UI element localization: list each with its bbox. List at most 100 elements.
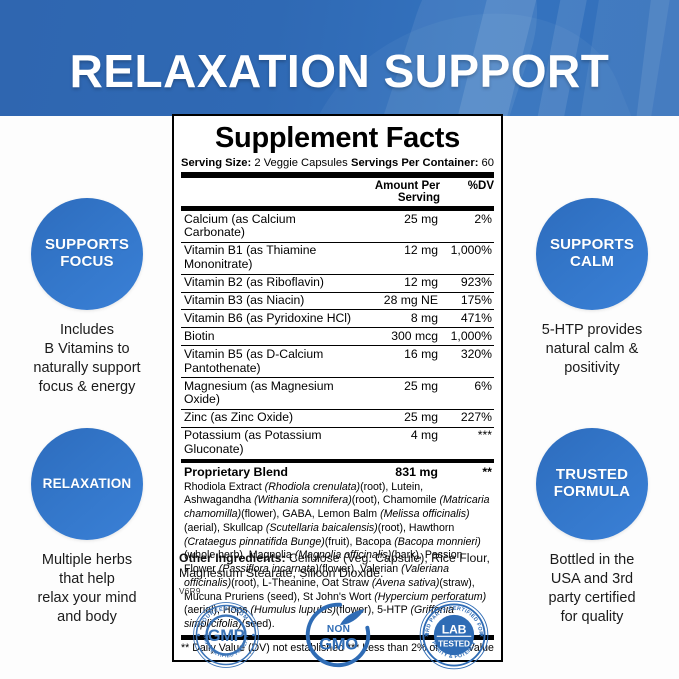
nutrient-row: Vitamin B1 (as Thiamine Mononitrate) 12 m… xyxy=(181,241,494,274)
nutrient-row: Vitamin B6 (as Pyridoxine HCl) 8 mg 471% xyxy=(181,309,494,327)
nutrient-amount: 300 mcg xyxy=(391,328,438,343)
column-header-dv: %DV xyxy=(467,180,494,192)
nutrient-name: Magnesium (as Magnesium Oxide) xyxy=(184,378,334,407)
divider-medium xyxy=(181,206,494,210)
serving-info-row: Serving Size: 2 Veggie Capsules Servings… xyxy=(181,157,494,171)
blend-amount: 831 mg xyxy=(395,464,438,479)
svg-text:GMO: GMO xyxy=(319,634,358,653)
nutrient-amount: 16 mg xyxy=(404,346,438,361)
non-gmo-icon: NON GMO xyxy=(304,599,376,671)
feature-circle-label: RELAXATION xyxy=(38,476,137,491)
nutrient-rows-container: Calcium (as Calcium Carbonate) 25 mg 2% Vit… xyxy=(181,210,494,459)
nutrient-amount: 8 mg xyxy=(410,310,438,325)
nutrient-name: Vitamin B3 (as Niacin) xyxy=(184,293,305,308)
serving-size-value: 2 Veggie Capsules xyxy=(254,157,348,169)
nutrient-name: Vitamin B6 (as Pyridoxine HCl) xyxy=(184,310,352,325)
page-title: RELAXATION SUPPORT xyxy=(69,45,610,97)
batch-code: V6R9 xyxy=(179,587,201,596)
column-header-name xyxy=(181,180,354,204)
nutrient-dv: 6% xyxy=(474,378,492,393)
feature-circle-label: SUPPORTS FOCUS xyxy=(40,236,134,271)
feature-description: Multiple herbs that help relax your mind… xyxy=(37,552,137,625)
nutrient-amount: 28 mg NE xyxy=(383,293,438,308)
lab-tested-icon: 3RD PARTY CERTIFIED FOR PURITY & POTENCY… xyxy=(418,599,490,671)
other-ingredients: Other Ingredients: Cellulose (Veg. Capsu… xyxy=(179,551,509,582)
nutrient-row: Potassium (as Potassium Gluconate) 4 mg **… xyxy=(181,426,494,459)
nutrient-name: Potassium (as Potassium Gluconate) xyxy=(184,428,322,457)
nutrient-dv: 227% xyxy=(460,410,492,425)
servings-per-container-label: Servings Per Container: xyxy=(350,157,479,169)
servings-per-container: Servings Per Container: 60 xyxy=(351,157,494,169)
feature-circle-line1: SUPPORTS xyxy=(44,236,130,254)
serving-size: Serving Size: 2 Veggie Capsules xyxy=(181,157,348,169)
feature-circle-badge: SUPPORTS CALM xyxy=(536,198,648,310)
nutrient-row: Calcium (as Calcium Carbonate) 25 mg 2% xyxy=(181,210,494,242)
feature-trusted-formula: TRUSTED FORMULA Bottled in the USA and 3… xyxy=(508,428,676,626)
feature-description: 5-HTP provides natural calm & positivity xyxy=(541,322,643,376)
nutrient-name: Calcium (as Calcium Carbonate) xyxy=(184,211,296,240)
nutrient-dv: 320% xyxy=(460,346,492,361)
nutrient-name: Vitamin B5 (as D-Calcium Pantothenate) xyxy=(184,346,324,375)
feature-circle-line2: FORMULA xyxy=(553,483,631,500)
svg-text:NON: NON xyxy=(327,624,350,635)
feature-circle-label: TRUSTED FORMULA xyxy=(549,466,635,501)
feature-circle-line2: FOCUS xyxy=(60,253,114,270)
feature-circle-badge: RELAXATION xyxy=(31,428,143,540)
nutrient-amount: 25 mg xyxy=(404,378,438,393)
nutrient-row: Magnesium (as Magnesium Oxide) 25 mg 6% xyxy=(181,377,494,409)
other-ingredients-value: Cellulose (Veg. Capsule), Rice Flour, Ma… xyxy=(179,551,490,581)
nutrient-name: Vitamin B2 (as Riboflavin) xyxy=(184,275,324,290)
feature-relaxation: RELAXATION Multiple herbs that help rela… xyxy=(3,428,171,626)
nutrient-dv: 1,000% xyxy=(450,243,492,258)
serving-size-label: Serving Size: xyxy=(181,157,252,169)
feature-supports-calm: SUPPORTS CALM 5-HTP provides natural cal… xyxy=(508,198,676,378)
blend-dv: ** xyxy=(482,464,492,479)
nutrient-amount: 25 mg xyxy=(404,410,438,425)
nutrient-name: Vitamin B1 (as Thiamine Mononitrate) xyxy=(184,243,317,272)
nutrient-dv: 923% xyxy=(460,275,492,290)
divider-thick xyxy=(181,172,494,178)
feature-circle-line1: SUPPORTS xyxy=(549,236,635,254)
blend-name: Proprietary Blend xyxy=(184,464,288,479)
svg-text:LAB: LAB xyxy=(442,623,467,637)
feature-circle-line1: RELAXATION xyxy=(42,476,132,492)
nutrient-dv: 1,000% xyxy=(450,328,492,343)
nutrient-amount: 4 mg xyxy=(410,428,438,443)
feature-circle-badge: SUPPORTS FOCUS xyxy=(31,198,143,310)
nutrient-dv: 175% xyxy=(460,293,492,308)
svg-text:★: ★ xyxy=(423,632,429,639)
header-banner: RELAXATION SUPPORT xyxy=(0,0,679,116)
certification-badges: SOURCED FROM A GMP CERTIFIED FACILITY GM… xyxy=(190,598,490,672)
feature-circle-label: SUPPORTS CALM xyxy=(545,236,639,271)
supplement-facts-title: Supplement Facts xyxy=(215,122,460,154)
nutrient-name: Biotin xyxy=(184,328,215,343)
nutrient-row: Vitamin B2 (as Riboflavin) 12 mg 923% xyxy=(181,273,494,292)
proprietary-blend-row: Proprietary Blend 831 mg ** xyxy=(181,458,494,480)
nutrient-amount: 12 mg xyxy=(404,243,438,258)
nutrient-row: Zinc (as Zinc Oxide) 25 mg 227% xyxy=(181,408,494,427)
nutrient-row: Vitamin B5 (as D-Calcium Pantothenate) 16… xyxy=(181,345,494,377)
supplement-facts-panel: Supplement Facts Serving Size: 2 Veggie … xyxy=(172,114,503,663)
svg-text:★: ★ xyxy=(479,632,485,639)
nutrient-row: Vitamin B3 (as Niacin) 28 mg NE 175% xyxy=(181,291,494,310)
daily-value-footnote: ** Daily Value (DV) not established *** … xyxy=(181,635,494,655)
nutrient-amount: 25 mg xyxy=(404,211,438,226)
other-ingredients-label: Other Ingredients: xyxy=(179,551,286,565)
servings-per-container-value: 60 xyxy=(481,157,494,169)
nutrient-dv: 471% xyxy=(460,310,492,325)
blend-ingredients-list: Rhodiola Extract (Rhodiola crenulata)(ro… xyxy=(184,480,490,631)
feature-supports-focus: SUPPORTS FOCUS Includes B Vitamins to na… xyxy=(3,198,171,396)
nutrient-row: Biotin 300 mcg 1,000% xyxy=(181,327,494,345)
feature-circle-badge: TRUSTED FORMULA xyxy=(536,428,648,540)
svg-text:SOURCED FROM A: SOURCED FROM A xyxy=(199,607,252,628)
feature-description: Bottled in the USA and 3rd party certifi… xyxy=(548,552,636,625)
column-header-amount: Amount Per Serving xyxy=(374,180,440,204)
feature-circle-line2: CALM xyxy=(569,253,615,270)
nutrient-dv: *** xyxy=(477,428,492,443)
feature-circle-line1: TRUSTED xyxy=(555,466,629,484)
feature-description: Includes B Vitamins to naturally support… xyxy=(33,322,141,395)
gmp-certified-icon: SOURCED FROM A GMP CERTIFIED FACILITY GM… xyxy=(190,599,262,671)
nutrient-dv: 2% xyxy=(474,211,492,226)
nutrient-name: Zinc (as Zinc Oxide) xyxy=(184,410,294,425)
